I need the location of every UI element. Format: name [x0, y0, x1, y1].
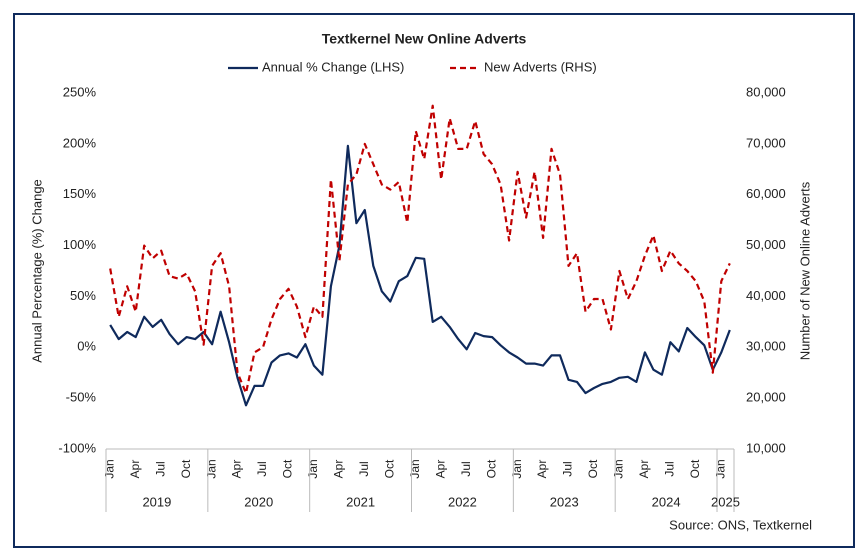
y-axis-label: Annual Percentage (%) Change — [29, 179, 44, 363]
x-tick-label: Oct — [281, 459, 295, 478]
x-tick-label: Jan — [306, 459, 320, 478]
y-tick-label: -100% — [58, 440, 96, 455]
y-tick-label: 50% — [70, 288, 96, 303]
x-tick-label: Oct — [179, 459, 193, 478]
y-tick-label: -50% — [66, 390, 97, 405]
x-tick-label: Jul — [459, 461, 473, 476]
series-line — [109, 144, 731, 407]
x-tick-label: Apr — [637, 460, 651, 479]
x-tick-label: Jul — [663, 461, 677, 476]
y2-tick-label: 10,000 — [746, 440, 786, 455]
y-tick-label: 150% — [63, 186, 97, 201]
x-tick-label: Apr — [535, 460, 549, 479]
x-tick-label: Jul — [153, 461, 167, 476]
x-tick-label: Jan — [612, 459, 626, 478]
y2-tick-label: 30,000 — [746, 339, 786, 354]
x-tick-label: Oct — [382, 459, 396, 478]
y-tick-label: 0% — [77, 339, 96, 354]
x-tick-label: Jan — [204, 459, 218, 478]
year-label: 2019 — [142, 494, 171, 509]
x-tick-label: Oct — [586, 459, 600, 478]
y-tick-label: 250% — [63, 84, 97, 99]
x-tick-label: Jul — [255, 461, 269, 476]
y2-tick-label: 60,000 — [746, 186, 786, 201]
x-tick-label: Jan — [102, 459, 116, 478]
x-tick-label: Apr — [433, 460, 447, 479]
legend-label: New Adverts (RHS) — [484, 59, 597, 74]
y2-tick-label: 50,000 — [746, 237, 786, 252]
x-tick-label: Apr — [332, 460, 346, 479]
frame — [13, 13, 855, 548]
year-label: 2022 — [448, 494, 477, 509]
y2-tick-label: 20,000 — [746, 390, 786, 405]
x-tick-label: Jan — [510, 459, 524, 478]
year-label: 2021 — [346, 494, 375, 509]
y2-tick-label: 70,000 — [746, 135, 786, 150]
y2-tick-label: 40,000 — [746, 288, 786, 303]
year-label: 2023 — [550, 494, 579, 509]
y2-axis-label: Number of New Online Adverts — [797, 181, 812, 360]
x-tick-label: Oct — [484, 459, 498, 478]
y-tick-label: 100% — [63, 237, 97, 252]
x-tick-label: Jul — [561, 461, 575, 476]
source-note: Source: ONS, Textkernel — [669, 517, 812, 532]
year-label: 2020 — [244, 494, 273, 509]
chart-title: Textkernel New Online Adverts — [322, 31, 527, 47]
x-tick-label: Oct — [688, 459, 702, 478]
year-label: 2025 — [711, 494, 740, 509]
legend-label: Annual % Change (LHS) — [262, 59, 404, 74]
y-tick-label: 200% — [63, 135, 97, 150]
x-tick-label: Jan — [408, 459, 422, 478]
x-tick-label: Jan — [713, 459, 727, 478]
x-tick-label: Apr — [128, 460, 142, 479]
x-tick-label: Jul — [357, 461, 371, 476]
x-tick-label: Apr — [230, 460, 244, 479]
year-label: 2024 — [652, 494, 681, 509]
y2-tick-label: 80,000 — [746, 84, 786, 99]
series-line — [109, 104, 731, 395]
